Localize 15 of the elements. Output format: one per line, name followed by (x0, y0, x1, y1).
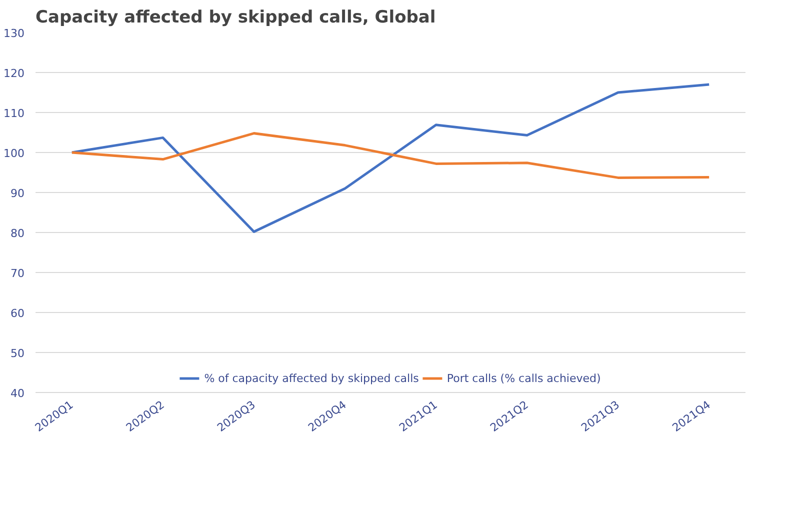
legend-label: % of capacity affected by skipped calls (204, 372, 419, 384)
chart-title: Capacity affected by skipped calls, Global (36, 8, 436, 28)
y-tick-label: 110 (4, 107, 25, 120)
y-tick-label: 50 (10, 347, 25, 360)
y-tick-label: 80 (10, 227, 25, 240)
y-tick-label: 60 (10, 307, 25, 320)
line-series (70, 83, 710, 233)
y-tick-label: 70 (10, 267, 25, 280)
line-series (70, 132, 710, 179)
y-tick-label: 100 (4, 147, 25, 160)
y-tick-label: 120 (4, 67, 25, 80)
y-tick-label: 130 (4, 27, 25, 40)
y-tick-label: 40 (10, 387, 25, 400)
legend-label: Port calls (% calls achieved) (446, 372, 601, 384)
y-tick-label: 90 (10, 187, 25, 200)
